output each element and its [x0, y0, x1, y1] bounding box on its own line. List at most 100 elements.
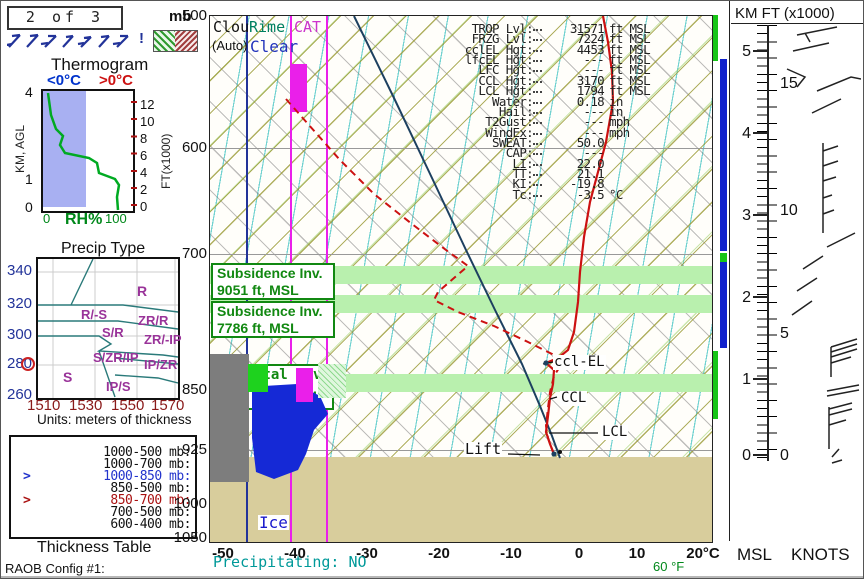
- precip-x-1570: 1570: [151, 397, 185, 414]
- ccl-label: CCL: [560, 390, 588, 406]
- pressure-unit-label: mb: [169, 8, 192, 25]
- temp-label--50: -50: [212, 545, 234, 562]
- knots-axis-label: KNOTS: [791, 545, 850, 564]
- km-major-tick: [753, 132, 767, 134]
- thermo-y-left-label: KM, AGL: [13, 124, 27, 173]
- table-row: 1000-500 mb:: [103, 445, 191, 460]
- cloud-strip-green-mid: [720, 253, 727, 262]
- ft-tick-5: 5: [780, 325, 789, 342]
- gridline-700mb: [210, 254, 712, 255]
- magenta-cat-block-upper: [290, 64, 307, 112]
- readout-row: TROP Lvl: 31571 ft MSL: [471, 21, 651, 36]
- precip-x-1510: 1510: [27, 397, 61, 414]
- km-tick-2: 2: [742, 289, 751, 306]
- temp-label--30: -30: [356, 545, 378, 562]
- cat-status-label: Clear: [250, 37, 299, 56]
- temp-label--10: -10: [500, 545, 522, 562]
- ft-tick-15: 15: [780, 75, 798, 92]
- rh-curve: [46, 92, 121, 211]
- cloud-strip-green-low: [713, 351, 718, 419]
- rime-column-header: Rime: [249, 18, 286, 36]
- km-major-tick: [753, 214, 767, 216]
- readout-row: Water: 0.18 in: [492, 94, 623, 109]
- fahrenheit-label: 60 °F: [653, 559, 685, 574]
- precip-plot: [36, 257, 180, 400]
- gridline-925mb: [210, 450, 712, 451]
- km-major-tick: [753, 378, 767, 380]
- lcl-label: LCL: [601, 424, 629, 440]
- km-tick-5: 5: [742, 43, 751, 60]
- readout-row: T2Gust: --- mph: [485, 114, 630, 129]
- inversion-line2: 9051 ft, MSL: [217, 282, 299, 298]
- precipitating-status: Precipitating: NO: [213, 553, 367, 571]
- precip-region-rs: R/-S: [81, 307, 107, 322]
- precip-boundaries: [38, 259, 178, 398]
- table-row: 600-400 mb:: [110, 517, 191, 532]
- km-major-tick: [753, 50, 767, 52]
- km-major-tick: [753, 454, 767, 456]
- readout-row: Tc: -3.5 °C: [512, 187, 624, 202]
- readout-row: Hail: --- in: [498, 104, 623, 119]
- readout-row: FRZG Lvl: 7224 ft MSL: [471, 31, 651, 46]
- alert-icon[interactable]: !: [139, 30, 144, 47]
- thermo-ft-tick-2: 2: [140, 182, 148, 197]
- ft-tick-10: 10: [780, 202, 798, 219]
- pressure-850: 850: [181, 381, 207, 398]
- temp-label-10: 10: [628, 545, 646, 562]
- red-hatch-icon[interactable]: [175, 30, 198, 52]
- pressure-600: 600: [181, 139, 207, 156]
- precip-title: Precip Type: [61, 240, 146, 257]
- el-point: [543, 360, 549, 366]
- readout-row: KI: -19.8: [512, 176, 605, 191]
- table-row: 700-500 mb:: [110, 505, 191, 520]
- pressure-700: 700: [181, 245, 207, 262]
- ccl-el-label: ccl-EL: [553, 354, 606, 370]
- precip-region-ipzr: IP/ZR: [144, 357, 178, 372]
- table-row: 850-500 mb:: [110, 481, 191, 496]
- precip-current-marker: [21, 357, 35, 371]
- thermo-ft-tick-4: 4: [140, 165, 148, 180]
- precip-region-ips: IP/S: [106, 379, 131, 394]
- inversion-line2: 7786 ft, MSL: [217, 320, 299, 336]
- pressure-1050: 1050: [173, 529, 207, 546]
- km-tick-1: 1: [742, 371, 751, 388]
- precip-region-szrip: S/ZR/IP: [93, 350, 139, 365]
- km-minor-ticks: [757, 25, 767, 461]
- precip-region-zrr: ZR/R: [138, 313, 169, 328]
- wind-barbs: [786, 26, 861, 464]
- km-tick-0: 0: [742, 447, 751, 464]
- inversion-stripe-1: [210, 266, 712, 284]
- green-hatch-icon[interactable]: [153, 30, 177, 52]
- cloud-strip-blue-upper: [720, 59, 727, 251]
- auto-mode-label[interactable]: (Auto): [212, 38, 248, 53]
- precip-region-s: S: [63, 369, 73, 385]
- temp-label-20c: 20°C: [686, 545, 720, 562]
- window-bottom-strip: [1, 576, 863, 578]
- thermogram-warm-label: >0°C: [99, 72, 133, 89]
- km-tick-3: 3: [742, 207, 751, 224]
- thermo-x-min: 0: [43, 211, 51, 226]
- readout-row: cclEL Hgt: 4453 ft MSL: [464, 42, 651, 57]
- readout-row: LI: 22.0: [512, 156, 605, 171]
- temp-label--40: -40: [284, 545, 306, 562]
- precip-x-1530: 1530: [69, 397, 103, 414]
- cloud-strip-blue-lower: [720, 262, 727, 348]
- table-row: 1000-700 mb:: [103, 457, 191, 472]
- thermogram-title: Thermogram: [51, 55, 149, 74]
- parcel-line: [353, 16, 561, 459]
- wind-panel-title: KM FT (x1000): [735, 5, 835, 22]
- sounding-pager[interactable]: 2 of 3: [7, 6, 123, 30]
- thickness-table: 1000-500 mb: 1000-700 mb: >1000-850 mb: …: [9, 435, 197, 539]
- precip-region-zrip: ZR/-IP: [144, 332, 182, 347]
- pressure-925: 925: [181, 441, 207, 458]
- precip-region-sr: S/R: [102, 325, 124, 340]
- wind-barb-toolbar-icons[interactable]: [7, 31, 137, 51]
- thermo-ft-tick-10: 10: [140, 114, 155, 129]
- ice-label: Ice: [258, 513, 289, 532]
- thermo-km-tick-4: 4: [25, 84, 33, 100]
- precip-units-label: Units: meters of thickness: [37, 412, 192, 427]
- inversion-line1: Subsidence Inv.: [217, 303, 323, 319]
- thermo-km-tick-0: 0: [25, 199, 33, 215]
- cloud-strip-green-top: [713, 15, 718, 61]
- thermogram-plot: [41, 89, 135, 213]
